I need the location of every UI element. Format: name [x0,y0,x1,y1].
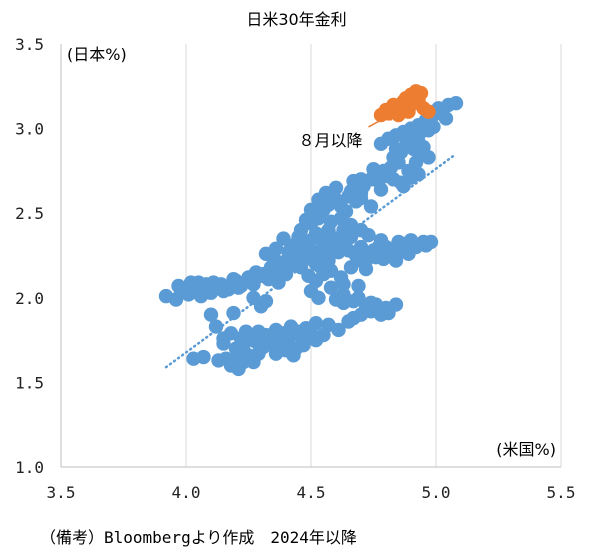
y-tick-label: 3.0 [15,120,44,139]
blue-data-point [268,346,284,361]
annotation-arrow-head [386,111,399,122]
blue-data-point [331,322,346,338]
y-tick-label: 2.5 [15,204,44,223]
blue-data-point [363,199,379,214]
orange-data-point [391,107,406,123]
blue-data-point [388,141,404,157]
blue-data-point [233,348,249,363]
blue-data-point [211,353,226,368]
blue-data-point [258,293,274,309]
chart-title: 日米30年金利 [246,10,347,29]
blue-data-point [303,202,319,218]
blue-data-point [426,119,441,135]
footnote: （備考）Bloombergより作成 2024年以降 [40,528,357,547]
y-axis-label: (日本%) [67,45,127,64]
blue-data-point [293,329,309,344]
blue-data-point [398,236,414,251]
blue-data-point [448,96,464,111]
blue-data-point [293,260,309,275]
blue-data-point [323,280,339,295]
blue-data-point [351,278,366,294]
y-tick-label: 3.5 [15,35,44,54]
blue-data-point [376,251,391,267]
blue-data-point [216,336,231,351]
blue-data-point [186,351,201,366]
blue-data-point [231,280,246,295]
blue-data-point [183,275,199,290]
blue-data-point [286,348,301,363]
blue-data-point [351,290,366,305]
blue-data-point [226,305,241,321]
blue-data-point [356,178,371,194]
blue-data-point [341,243,356,258]
blue-data-point [336,287,351,302]
blue-data-point [343,184,359,199]
blue-data-point [208,319,224,334]
data-points [158,84,464,377]
blue-data-point [276,231,291,246]
blue-data-point [336,277,351,292]
x-tick-label: 5.0 [422,483,451,502]
blue-data-point [203,307,219,322]
blue-data-point [273,329,289,344]
blue-data-point [438,111,454,126]
x-tick-label: 3.5 [47,483,76,502]
blue-data-point [263,329,279,344]
blue-data-point [328,231,344,246]
x-tick-label: 5.5 [547,483,576,502]
y-tick-label: 1.5 [15,373,44,392]
blue-data-point [303,244,319,260]
x-tick-label: 4.0 [172,483,201,502]
blue-data-point [216,283,231,299]
blue-data-point [361,227,376,243]
y-tick-label: 1.0 [15,458,44,477]
x-tick-label: 4.5 [297,483,326,502]
blue-data-point [358,261,374,277]
blue-data-point [381,305,396,321]
blue-data-point [421,150,436,165]
blue-data-point [246,290,261,305]
blue-data-point [366,162,381,177]
annotation-group: ８月以降 [298,111,399,150]
blue-data-point [171,278,186,294]
tick-labels: 3.5 4.0 4.5 5.0 5.5 1.0 1.5 2.0 2.5 3.0 3.5 (日本%) (米… [15,35,575,502]
blue-data-point [258,246,274,262]
blue-data-point [346,310,361,326]
blue-data-point [373,233,389,248]
orange-data-point [421,104,436,119]
blue-data-point [311,192,326,207]
axes [60,44,561,468]
blue-data-point [343,260,359,275]
blue-data-point [311,290,326,305]
blue-data-point [266,268,281,284]
annotation-label: ８月以降 [298,131,362,150]
blue-data-point [373,182,389,197]
orange-data-point [411,92,426,108]
blue-data-point [243,273,259,289]
y-tick-label: 2.0 [15,289,44,308]
blue-data-point [316,227,331,243]
blue-data-point [418,238,434,253]
blue-data-point [273,258,289,273]
x-axis-label: (米国%) [496,440,556,459]
blue-data-point [198,277,214,292]
blue-data-point [388,253,404,268]
blue-data-point [396,178,411,194]
blue-data-point [363,295,379,311]
blue-data-point [283,241,299,256]
